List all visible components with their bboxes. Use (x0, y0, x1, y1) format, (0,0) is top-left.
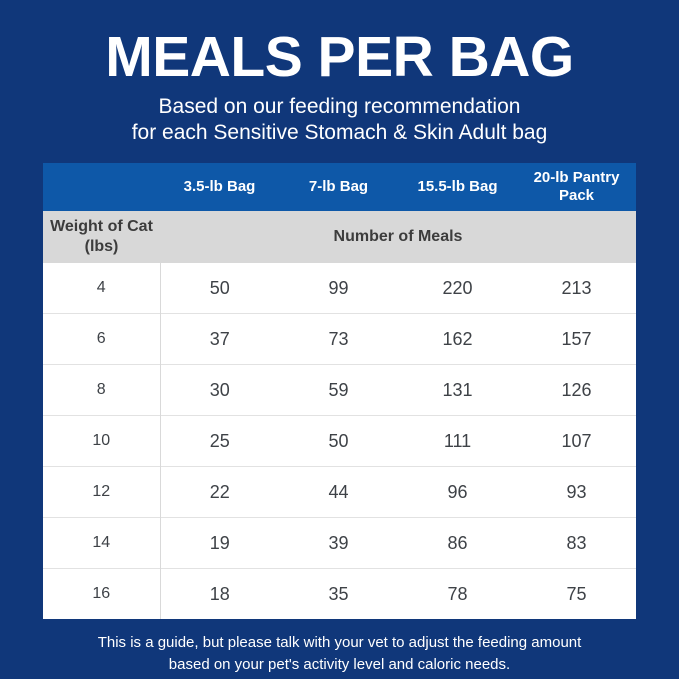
header: MEALS PER BAG Based on our feeding recom… (0, 0, 679, 146)
footer-line2: based on your pet's activity level and c… (168, 656, 511, 673)
subheader-row: Weight of Cat (lbs) Number of Meals (43, 211, 636, 263)
weight-cell: 8 (43, 364, 161, 416)
meals-cell: 50 (279, 415, 398, 467)
table-row: 6 37 73 162 157 (43, 313, 636, 365)
table-row: 14 19 39 86 83 (43, 517, 636, 569)
table-row: 16 18 35 78 75 (43, 568, 636, 619)
bag-size-header-row: 3.5-lb Bag 7-lb Bag 15.5-lb Bag 20-lb Pa… (43, 163, 636, 211)
meals-table: 3.5-lb Bag 7-lb Bag 15.5-lb Bag 20-lb Pa… (43, 163, 636, 619)
meals-cell: 131 (398, 364, 517, 416)
meals-cell: 220 (398, 263, 517, 314)
page-title: MEALS PER BAG (105, 25, 574, 89)
meals-cell: 83 (517, 517, 636, 569)
meals-cell: 99 (279, 263, 398, 314)
col-header-35lb-bag: 3.5-lb Bag (160, 163, 279, 211)
meals-cell: 22 (160, 466, 279, 518)
weight-of-cat-label: Weight of Cat (lbs) (43, 211, 160, 263)
footer-line1: This is a guide, but please talk with yo… (97, 634, 582, 651)
meals-cell: 18 (160, 568, 279, 619)
meals-cell: 25 (160, 415, 279, 467)
meals-cell: 37 (160, 313, 279, 365)
meals-cell: 30 (160, 364, 279, 416)
table-row: 4 50 99 220 213 (43, 263, 636, 314)
weight-label-line2: (lbs) (84, 238, 119, 255)
weight-cell: 16 (43, 568, 161, 619)
meals-cell: 213 (517, 263, 636, 314)
subtitle-line2: for each Sensitive Stomach & Skin Adult … (131, 121, 548, 144)
empty-header-cell (43, 163, 160, 211)
weight-cell: 4 (43, 263, 161, 314)
meals-cell: 39 (279, 517, 398, 569)
footer-note: This is a guide, but please talk with yo… (0, 632, 679, 676)
subtitle: Based on our feeding recommendation for … (0, 94, 679, 146)
meals-cell: 93 (517, 466, 636, 518)
number-of-meals-label: Number of Meals (160, 211, 636, 263)
table-row: 8 30 59 131 126 (43, 364, 636, 416)
meals-cell: 59 (279, 364, 398, 416)
col-header-7lb-bag: 7-lb Bag (279, 163, 398, 211)
col-header-155lb-bag: 15.5-lb Bag (398, 163, 517, 211)
meals-cell: 35 (279, 568, 398, 619)
weight-label-line1: Weight of Cat (50, 218, 153, 235)
meals-cell: 19 (160, 517, 279, 569)
meals-cell: 111 (398, 415, 517, 467)
meals-cell: 75 (517, 568, 636, 619)
meals-cell: 126 (517, 364, 636, 416)
table-row: 12 22 44 96 93 (43, 466, 636, 518)
meals-cell: 96 (398, 466, 517, 518)
weight-cell: 10 (43, 415, 161, 467)
meals-cell: 162 (398, 313, 517, 365)
table-row: 10 25 50 111 107 (43, 415, 636, 467)
meals-cell: 107 (517, 415, 636, 467)
meals-table-container: 3.5-lb Bag 7-lb Bag 15.5-lb Bag 20-lb Pa… (43, 163, 636, 619)
subtitle-line1: Based on our feeding recommendation (158, 95, 521, 118)
weight-cell: 12 (43, 466, 161, 518)
meals-cell: 157 (517, 313, 636, 365)
meals-cell: 73 (279, 313, 398, 365)
meals-cell: 44 (279, 466, 398, 518)
meals-cell: 50 (160, 263, 279, 314)
meals-cell: 78 (398, 568, 517, 619)
col-header-20lb-pantry-pack: 20-lb Pantry Pack (517, 163, 636, 211)
weight-cell: 14 (43, 517, 161, 569)
meals-cell: 86 (398, 517, 517, 569)
weight-cell: 6 (43, 313, 161, 365)
